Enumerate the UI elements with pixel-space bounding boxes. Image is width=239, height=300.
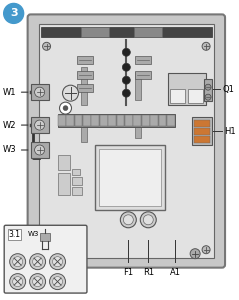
Circle shape xyxy=(205,94,211,100)
Bar xyxy=(194,128,210,135)
Circle shape xyxy=(202,42,210,50)
Circle shape xyxy=(30,274,46,290)
Bar xyxy=(38,24,214,258)
Bar xyxy=(194,136,210,143)
Circle shape xyxy=(13,257,23,267)
Bar xyxy=(100,115,108,126)
Circle shape xyxy=(63,106,68,111)
Bar xyxy=(168,73,206,105)
Bar xyxy=(75,115,82,126)
Bar xyxy=(108,115,116,126)
Circle shape xyxy=(51,249,60,259)
Circle shape xyxy=(10,274,26,290)
Text: 3: 3 xyxy=(10,8,17,18)
Bar xyxy=(58,114,175,127)
Text: K1: K1 xyxy=(70,268,81,277)
Bar xyxy=(72,169,81,175)
Circle shape xyxy=(140,212,156,228)
Bar xyxy=(72,177,82,185)
Bar xyxy=(95,145,165,210)
Circle shape xyxy=(49,254,65,270)
Bar xyxy=(31,117,49,133)
Bar xyxy=(142,115,150,126)
Text: W2: W2 xyxy=(3,121,17,130)
Circle shape xyxy=(49,274,65,290)
Circle shape xyxy=(53,277,63,286)
Bar xyxy=(31,84,49,100)
Circle shape xyxy=(10,254,26,270)
Bar xyxy=(135,71,151,79)
Circle shape xyxy=(35,120,45,130)
Bar xyxy=(83,115,91,126)
Circle shape xyxy=(122,48,130,56)
Text: Q1: Q1 xyxy=(222,85,234,94)
Circle shape xyxy=(123,215,133,225)
Text: F1: F1 xyxy=(123,268,133,277)
FancyBboxPatch shape xyxy=(4,225,87,293)
FancyBboxPatch shape xyxy=(28,14,225,268)
Circle shape xyxy=(122,89,130,97)
Circle shape xyxy=(53,257,63,267)
Bar xyxy=(204,79,212,101)
Bar xyxy=(125,115,133,126)
Text: A1: A1 xyxy=(170,268,181,277)
Circle shape xyxy=(205,84,211,90)
Text: W1: W1 xyxy=(3,88,17,97)
Circle shape xyxy=(33,277,43,286)
Circle shape xyxy=(35,145,45,155)
Circle shape xyxy=(43,42,51,50)
Bar xyxy=(81,67,87,105)
Bar xyxy=(194,120,210,127)
Circle shape xyxy=(30,254,46,270)
Bar xyxy=(40,233,49,241)
Bar xyxy=(77,84,93,92)
Text: 3.1: 3.1 xyxy=(9,230,21,239)
Bar xyxy=(135,56,151,64)
Bar xyxy=(135,116,141,138)
Bar xyxy=(150,115,158,126)
Circle shape xyxy=(33,257,43,267)
Text: W3: W3 xyxy=(3,146,17,154)
Bar xyxy=(81,27,109,37)
Bar xyxy=(99,149,161,206)
Circle shape xyxy=(35,87,45,97)
Bar xyxy=(192,117,212,145)
Circle shape xyxy=(143,215,153,225)
Circle shape xyxy=(4,3,24,23)
Bar xyxy=(77,56,93,64)
Bar xyxy=(77,71,93,79)
Bar xyxy=(117,115,125,126)
Bar xyxy=(81,120,87,142)
Bar xyxy=(135,72,141,100)
Bar xyxy=(167,115,175,126)
Bar xyxy=(72,187,82,195)
Circle shape xyxy=(13,277,23,286)
Bar xyxy=(41,27,212,37)
Bar xyxy=(92,115,99,126)
Circle shape xyxy=(120,212,136,228)
Bar xyxy=(58,173,70,195)
Circle shape xyxy=(190,249,200,259)
Text: H1: H1 xyxy=(224,127,236,136)
Text: R1: R1 xyxy=(143,268,154,277)
Circle shape xyxy=(122,63,130,71)
Bar xyxy=(170,89,185,103)
Circle shape xyxy=(122,76,130,84)
Bar xyxy=(58,115,66,126)
Bar xyxy=(188,89,203,103)
Bar xyxy=(58,155,70,170)
Bar xyxy=(134,27,162,37)
Bar xyxy=(66,115,74,126)
Circle shape xyxy=(60,102,71,114)
Bar xyxy=(133,115,141,126)
Circle shape xyxy=(202,246,210,254)
Text: W3: W3 xyxy=(28,231,39,237)
Circle shape xyxy=(63,85,78,101)
Circle shape xyxy=(43,246,51,254)
Bar xyxy=(159,115,167,126)
Bar xyxy=(31,142,49,158)
